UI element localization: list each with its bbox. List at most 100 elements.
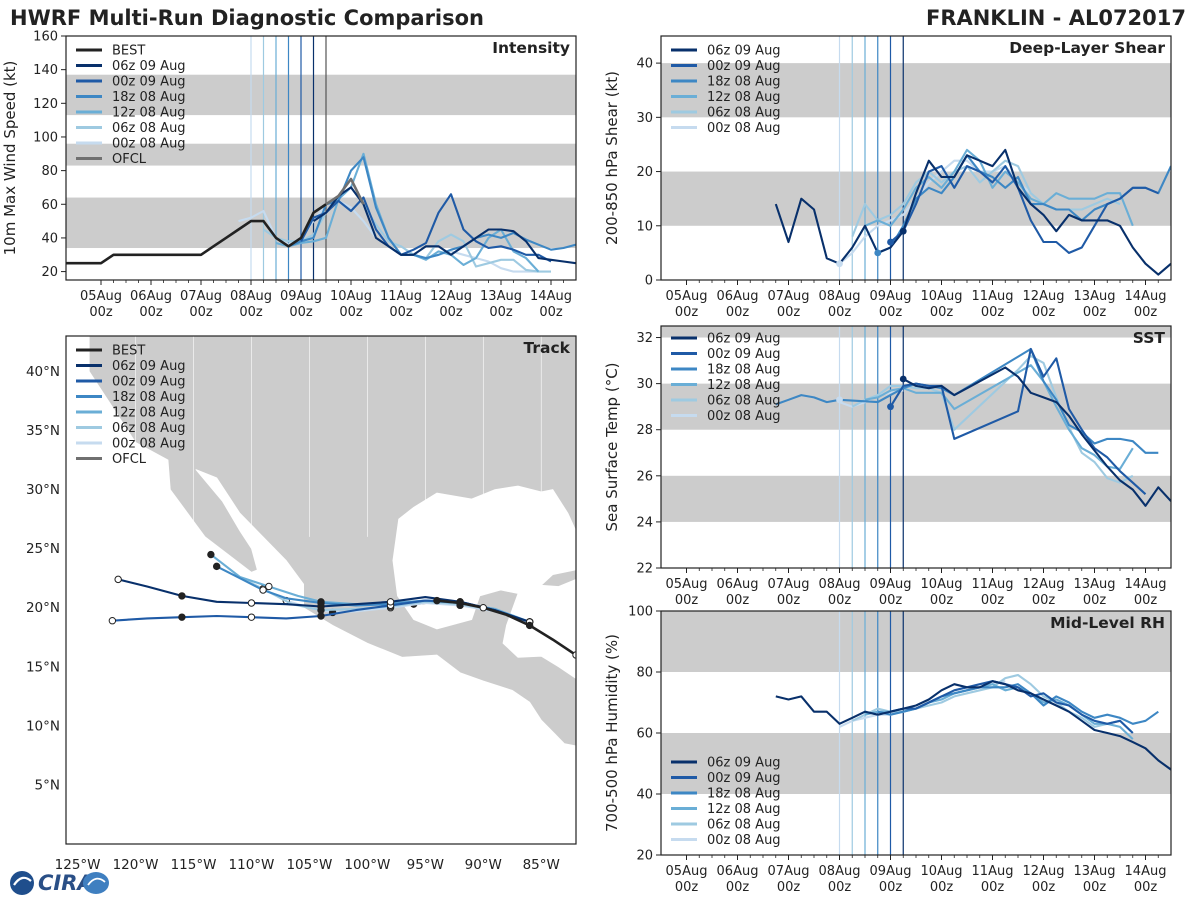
track-legend-label-06z-08-aug: 06z 08 Aug (112, 421, 186, 436)
track-xtick-label: 115°W (171, 857, 217, 873)
storm-id-title: FRANKLIN - AL072017 (925, 6, 1186, 30)
intensity-xtick-label: 09Aug (280, 289, 322, 304)
intensity-ytick-label: 40 (41, 231, 58, 246)
track-legend-label-00z-08-aug: 00z 08 Aug (112, 437, 186, 452)
sst-series-00z-09-aug (889, 347, 1147, 495)
rh-xtick-sublabel: 00z (1083, 880, 1107, 895)
sst-xtick-label: 05Aug (666, 577, 708, 592)
track-ytick-label: 10°N (26, 718, 60, 734)
rh-ytick-label: 60 (636, 727, 653, 742)
track-legend-label-best: BEST (112, 344, 145, 359)
track-point-12z-08-aug (265, 582, 273, 591)
shear-xtick-sublabel: 00z (879, 305, 903, 320)
sst-xtick-sublabel: 00z (879, 593, 903, 608)
shear-xtick-label: 14Aug (1125, 289, 1167, 304)
logo-swirl-icon (13, 876, 32, 886)
shear-init-point-00z-08-aug (836, 260, 843, 268)
sst-band-0 (661, 475, 1171, 522)
intensity-ytick-label: 80 (41, 164, 58, 179)
sst-legend-label-00z-09-aug: 00z 09 Aug (707, 347, 781, 362)
shear-xtick-label: 13Aug (1074, 289, 1116, 304)
rh-legend-label-00z-09-aug: 00z 09 Aug (707, 771, 781, 786)
track-xtick-label: 110°W (229, 857, 275, 873)
track-title: Track (524, 339, 571, 357)
shear-title: Deep-Layer Shear (1009, 39, 1165, 57)
sst-ytick-label: 30 (636, 377, 653, 392)
sst-xtick-sublabel: 00z (1032, 593, 1056, 608)
intensity-chart: 2040608010012014016005Aug00z06Aug00z07Au… (1, 30, 577, 320)
rh-series-06z-09-aug (775, 680, 1171, 771)
track-xtick-label: 90°W (465, 857, 502, 873)
sst-xtick-label: 10Aug (921, 577, 963, 592)
track-xtick-label: 105°W (286, 857, 332, 873)
logo-globe-icon (10, 871, 34, 895)
rh-xtick-sublabel: 00z (1032, 880, 1056, 895)
shear-init-point-06z-09-aug (899, 227, 907, 235)
rh-ytick-label: 20 (636, 849, 653, 864)
intensity-legend-label-12z-08-aug: 12z 08 Aug (112, 106, 186, 121)
intensity-ytick-label: 140 (33, 63, 58, 78)
track-xtick-label: 120°W (113, 857, 159, 873)
sst-xtick-label: 13Aug (1074, 577, 1116, 592)
intensity-series-06z-08-aug (262, 186, 551, 273)
sst-series-06z-08-aug (851, 354, 1134, 484)
rh-xtick-sublabel: 00z (981, 880, 1005, 895)
sst-xtick-sublabel: 00z (675, 593, 699, 608)
track-ytick-label: 20°N (26, 600, 60, 616)
shear-chart: 01020304005Aug00z06Aug00z07Aug00z08Aug00… (603, 35, 1172, 320)
intensity-xtick-sublabel: 00z (189, 305, 213, 320)
sst-legend-label-06z-08-aug: 06z 08 Aug (707, 394, 781, 409)
track-plot-area (66, 336, 576, 747)
shear-xtick-sublabel: 00z (1032, 305, 1056, 320)
rh-xtick-sublabel: 00z (879, 880, 903, 895)
rh-legend-label-18z-08-aug: 18z 08 Aug (707, 787, 781, 802)
sst-ytick-label: 26 (636, 469, 653, 484)
sst-init-point-00z-08-aug (836, 396, 843, 404)
track-point-best (433, 596, 441, 605)
shear-ylabel: 200-850 hPa Shear (kt) (603, 71, 621, 245)
rh-band-1 (661, 611, 1171, 672)
shear-legend-label-00z-08-aug: 00z 08 Aug (707, 121, 781, 136)
shear-plot-area (774, 36, 1171, 280)
track-xtick-label: 95°W (407, 857, 444, 873)
intensity-xtick-sublabel: 00z (439, 305, 463, 320)
intensity-ytick-label: 160 (33, 30, 58, 45)
sst-xtick-label: 11Aug (972, 577, 1014, 592)
sst-init-point-06z-09-aug (899, 375, 907, 383)
logo-storm-icon (83, 872, 109, 894)
track-frame (65, 335, 577, 845)
intensity-series-00z-09-aug (300, 193, 552, 263)
intensity-xtick-label: 06Aug (130, 289, 172, 304)
shear-xtick-label: 11Aug (972, 289, 1014, 304)
rh-xtick-sublabel: 00z (1134, 880, 1158, 895)
sst-legend-label-00z-08-aug: 00z 08 Aug (707, 409, 781, 424)
intensity-frame (65, 35, 577, 281)
shear-xtick-sublabel: 00z (675, 305, 699, 320)
intensity-legend-label-06z-09-aug: 06z 09 Aug (112, 59, 186, 74)
shear-xtick-label: 06Aug (717, 289, 759, 304)
intensity-xtick-label: 11Aug (380, 289, 422, 304)
shear-xtick-label: 07Aug (768, 289, 810, 304)
track-point-18z-08-aug (259, 586, 267, 594)
intensity-xtick-sublabel: 00z (139, 305, 163, 320)
intensity-xtick-sublabel: 00z (289, 305, 313, 320)
rh-ylabel: 700-500 hPa Humidity (%) (603, 634, 621, 832)
shear-init-point-00z-09-aug (887, 238, 894, 246)
track-legend-label-ofcl: OFCL (112, 452, 147, 467)
shear-ytick-label: 20 (636, 165, 653, 180)
shear-xtick-sublabel: 00z (777, 305, 801, 320)
track-point-06z-09-aug (317, 602, 325, 611)
sst-xtick-sublabel: 00z (1134, 593, 1158, 608)
intensity-xtick-label: 08Aug (230, 289, 272, 304)
track-point-06z-09-aug (178, 592, 186, 600)
sst-xtick-sublabel: 00z (981, 593, 1005, 608)
rh-xtick-label: 10Aug (921, 864, 963, 879)
sst-ytick-label: 24 (636, 515, 653, 530)
track-xtick-label: 100°W (344, 857, 390, 873)
shear-xtick-label: 08Aug (819, 289, 861, 304)
rh-xtick-label: 08Aug (819, 864, 861, 879)
rh-xtick-sublabel: 00z (777, 880, 801, 895)
intensity-band-2 (66, 74, 576, 116)
sst-xtick-label: 14Aug (1125, 577, 1167, 592)
